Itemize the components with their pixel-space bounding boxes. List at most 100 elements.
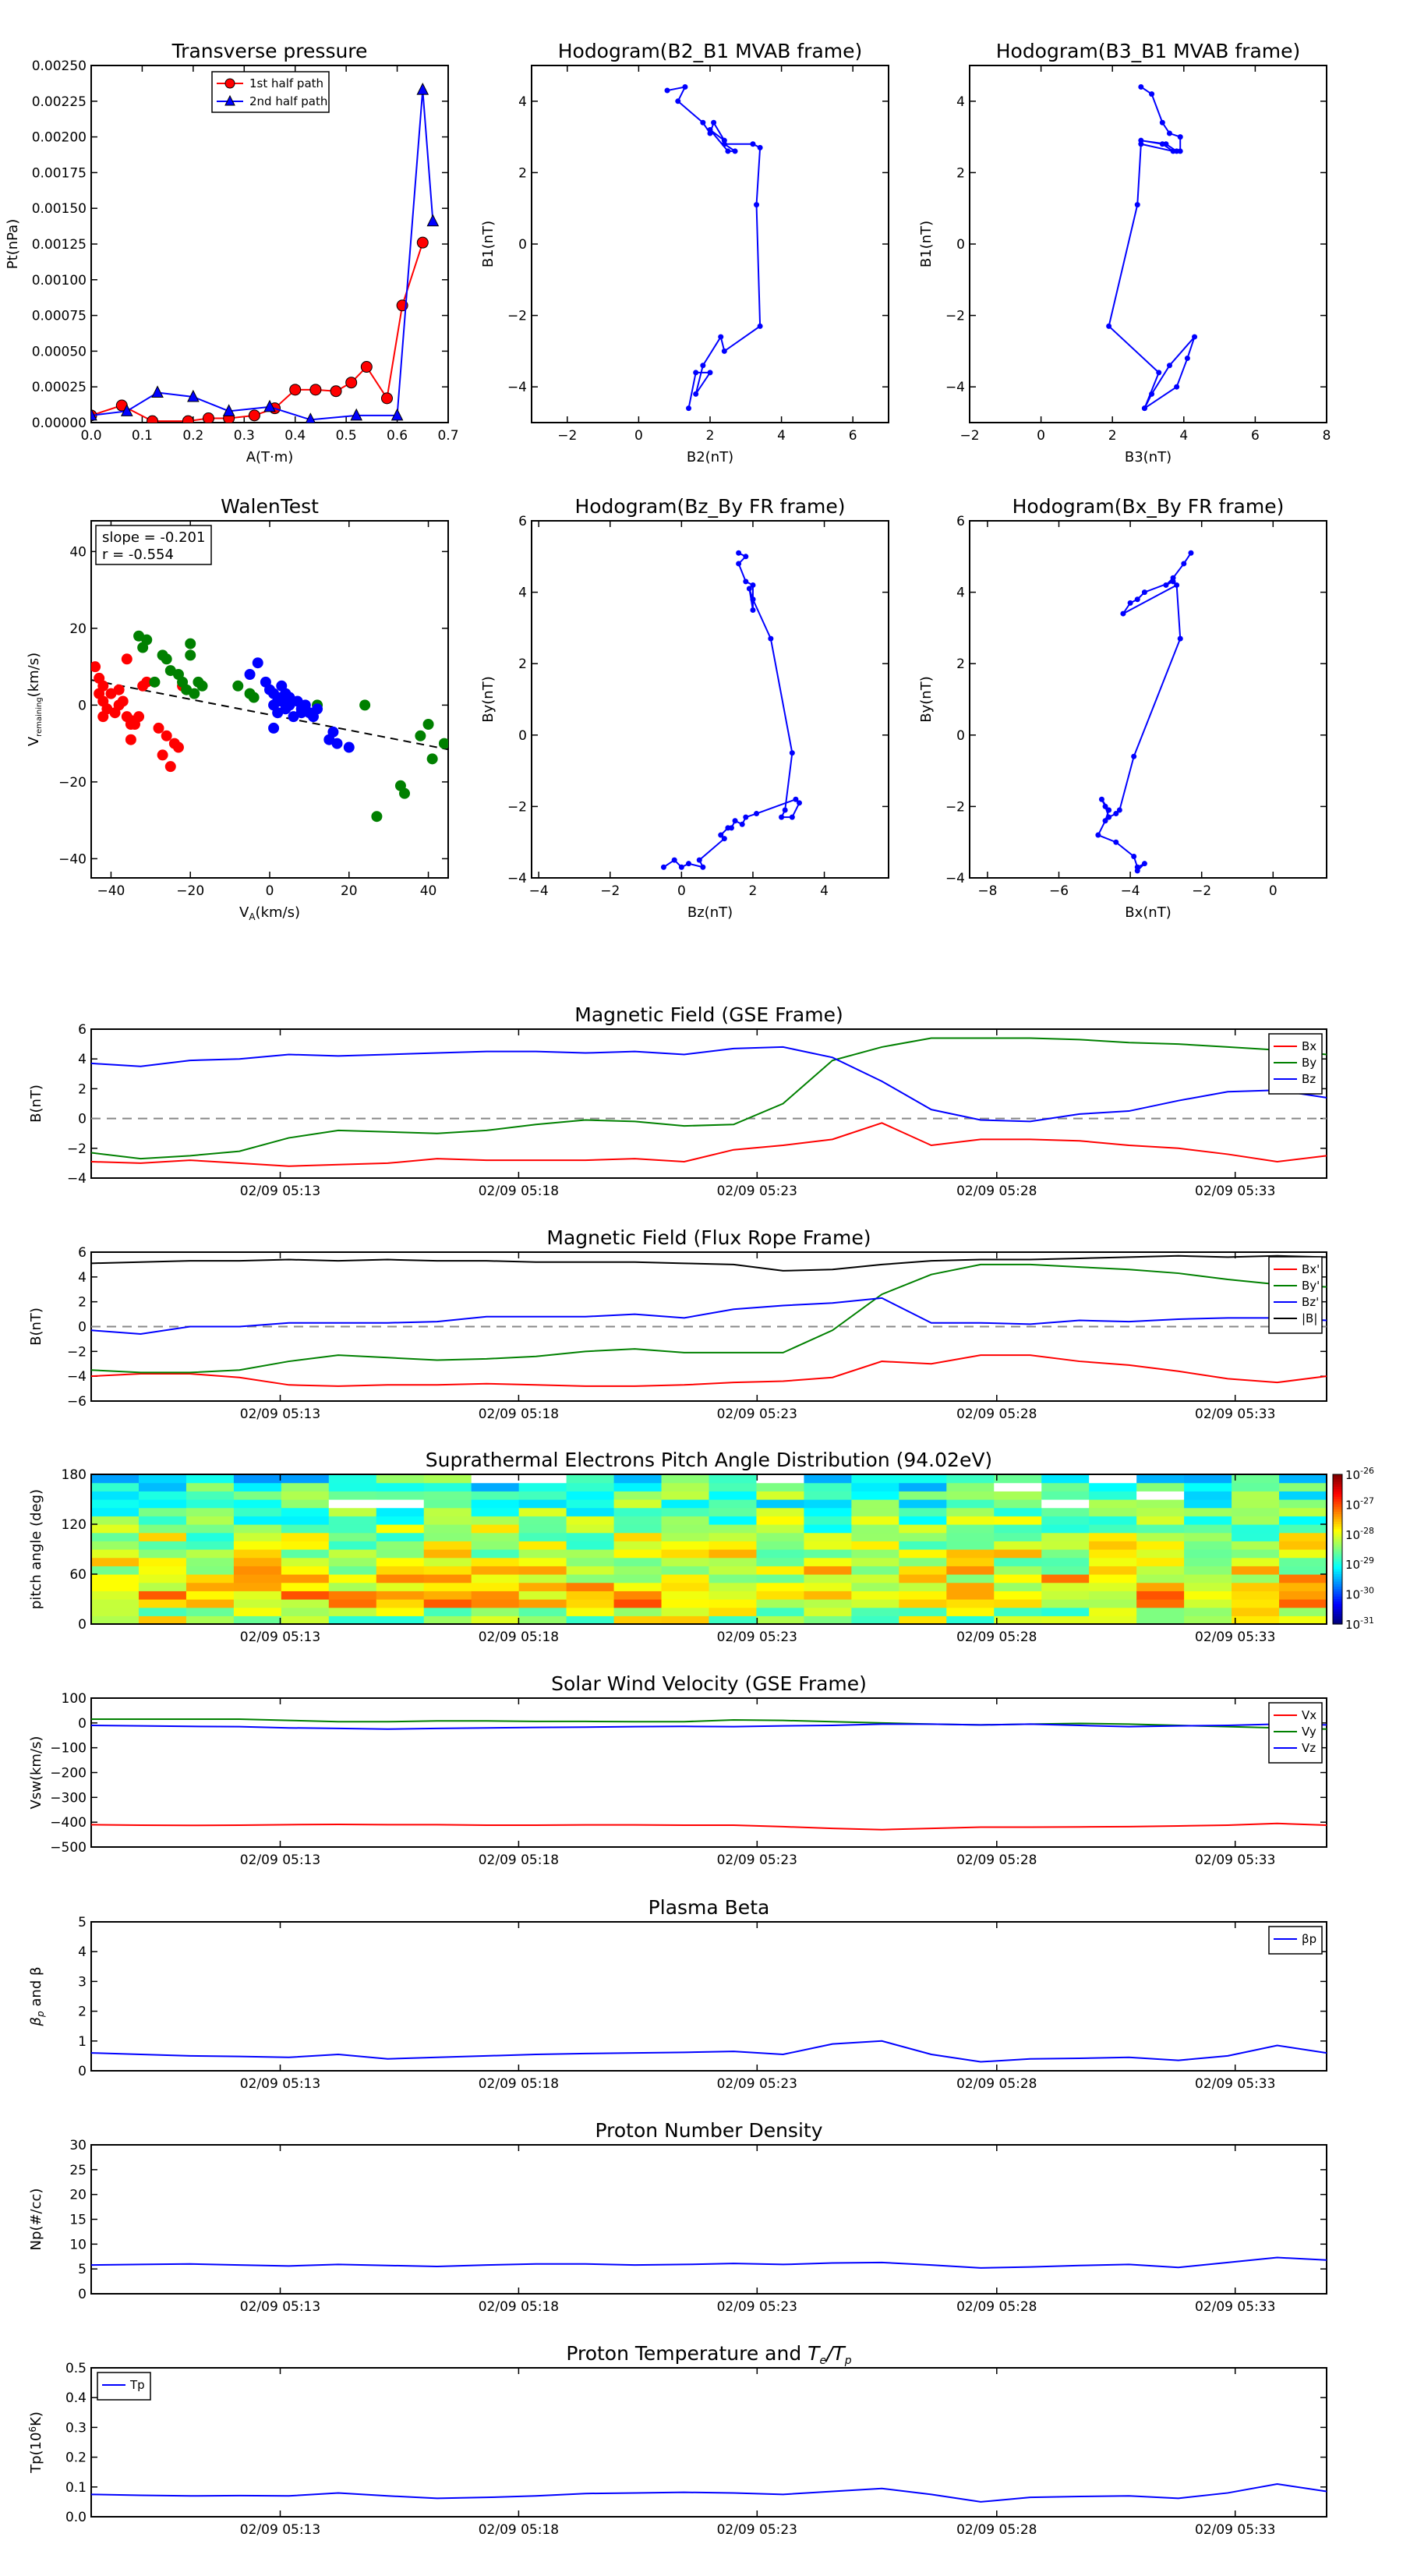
heat-cell (1089, 1507, 1137, 1516)
x-tick-label: 02/09 05:28 (956, 1852, 1037, 1868)
heat-cell (471, 1591, 520, 1600)
heat-cell (471, 1557, 520, 1566)
heat-cell (1232, 1524, 1280, 1534)
x-tick-label: 02/09 05:18 (479, 1407, 559, 1422)
x-tick-label: 02/09 05:23 (717, 2522, 797, 2538)
heat-cell (1184, 1549, 1232, 1559)
heat-cell (376, 1541, 425, 1550)
heat-cell (804, 1532, 852, 1541)
heat-cell (138, 1582, 187, 1591)
series-line-0 (91, 1822, 1327, 1831)
heat-cell (946, 1507, 995, 1516)
heat-cell (328, 1591, 377, 1600)
data-point (797, 800, 802, 806)
heat-cell (138, 1516, 187, 1525)
y-tick-label: 0.2 (65, 2450, 87, 2466)
heat-cell (804, 1541, 852, 1550)
colorbar-step (1333, 1479, 1342, 1483)
heat-cell (423, 1524, 472, 1534)
colorbar-step (1333, 1531, 1342, 1535)
heat-cell (1041, 1524, 1090, 1534)
colorbar-step (1333, 1509, 1342, 1513)
heat-cell (518, 1607, 567, 1616)
heat-cell (518, 1482, 567, 1491)
heat-cell (661, 1499, 710, 1509)
heat-cell (91, 1582, 140, 1591)
y-axis-label: By(nT) (480, 676, 497, 722)
colorbar-step (1333, 1556, 1342, 1560)
plot-frame (969, 520, 1327, 879)
colorbar-step (1333, 1529, 1342, 1533)
series-line-1 (91, 1037, 1327, 1160)
x-tick-label: 02/09 05:28 (956, 1407, 1037, 1422)
data-point (682, 83, 688, 90)
heat-cell (281, 1524, 330, 1534)
data-point (345, 377, 358, 389)
colorbar-step (1333, 1474, 1342, 1477)
heat-cell (804, 1482, 852, 1491)
data-point (1159, 119, 1165, 126)
annotation-box (95, 525, 212, 565)
heat-cell (1279, 1566, 1327, 1575)
heat-cell (851, 1532, 899, 1541)
heat-cell (281, 1574, 330, 1583)
heat-cell (994, 1532, 1042, 1541)
heat-cell (661, 1582, 710, 1591)
heat-cell (471, 1549, 520, 1559)
x-tick-label: 2 (1108, 428, 1117, 444)
heat-cell (91, 1516, 140, 1525)
heat-cell (946, 1574, 995, 1583)
colorbar-label: 10-26 (1345, 1466, 1374, 1482)
heat-cell (328, 1541, 377, 1550)
y-axis-label: Np(#/cc) (28, 2189, 44, 2251)
data-point (380, 392, 393, 405)
x-tick-label: −2 (959, 428, 979, 444)
colorbar-step (1333, 1554, 1342, 1558)
heat-cell (804, 1549, 852, 1559)
scatter-point (343, 741, 355, 753)
x-tick-label: 02/09 05:28 (956, 2076, 1037, 2092)
heat-cell (756, 1532, 805, 1541)
heat-cell (899, 1566, 947, 1575)
heat-cell (1136, 1557, 1185, 1566)
data-point (187, 389, 200, 402)
heat-cell (899, 1491, 947, 1500)
data-point (1188, 550, 1194, 556)
scatter-point (327, 726, 339, 738)
heat-cell (138, 1574, 187, 1583)
y-tick-label: 6 (78, 1022, 87, 1038)
heat-cell (1136, 1516, 1185, 1525)
heat-cell (423, 1599, 472, 1608)
y-tick-label: 4 (518, 586, 527, 601)
heat-cell (186, 1516, 235, 1525)
plot-title: Magnetic Field (GSE Frame) (574, 1003, 843, 1026)
data-point (1192, 334, 1198, 340)
heat-cell (328, 1615, 377, 1625)
colorbar-step (1333, 1487, 1342, 1490)
heat-cell (804, 1599, 852, 1608)
heat-cell (1089, 1516, 1137, 1525)
heat-cell (186, 1615, 235, 1625)
heat-cell (946, 1582, 995, 1591)
heat-cell (186, 1532, 235, 1541)
y-tick-label: −100 (50, 1741, 87, 1757)
legend-box (1268, 1926, 1323, 1955)
heat-cell (281, 1541, 330, 1550)
heat-cell (994, 1541, 1042, 1550)
colorbar-step (1333, 1574, 1342, 1577)
chart-p5: Hodogram(Bz_By FR frame) −4 −2 0 2 4 −4 −2 0 2 4 6 B… (480, 495, 889, 921)
y-tick-label: 5 (78, 1915, 87, 1930)
heat-cell (1184, 1541, 1232, 1550)
heat-cell (423, 1582, 472, 1591)
data-point (754, 811, 760, 817)
heat-cell (851, 1549, 899, 1559)
y-tick-label: 15 (69, 2213, 87, 2228)
y-tick-label: 0.00075 (32, 309, 87, 324)
heat-cell (709, 1574, 758, 1583)
data-point (700, 363, 706, 369)
colorbar-label: 10-27 (1345, 1495, 1374, 1512)
heat-cell (186, 1482, 235, 1491)
heat-cell (1279, 1507, 1327, 1516)
series-line-0 (91, 2482, 1327, 2503)
heat-cell (186, 1557, 235, 1566)
